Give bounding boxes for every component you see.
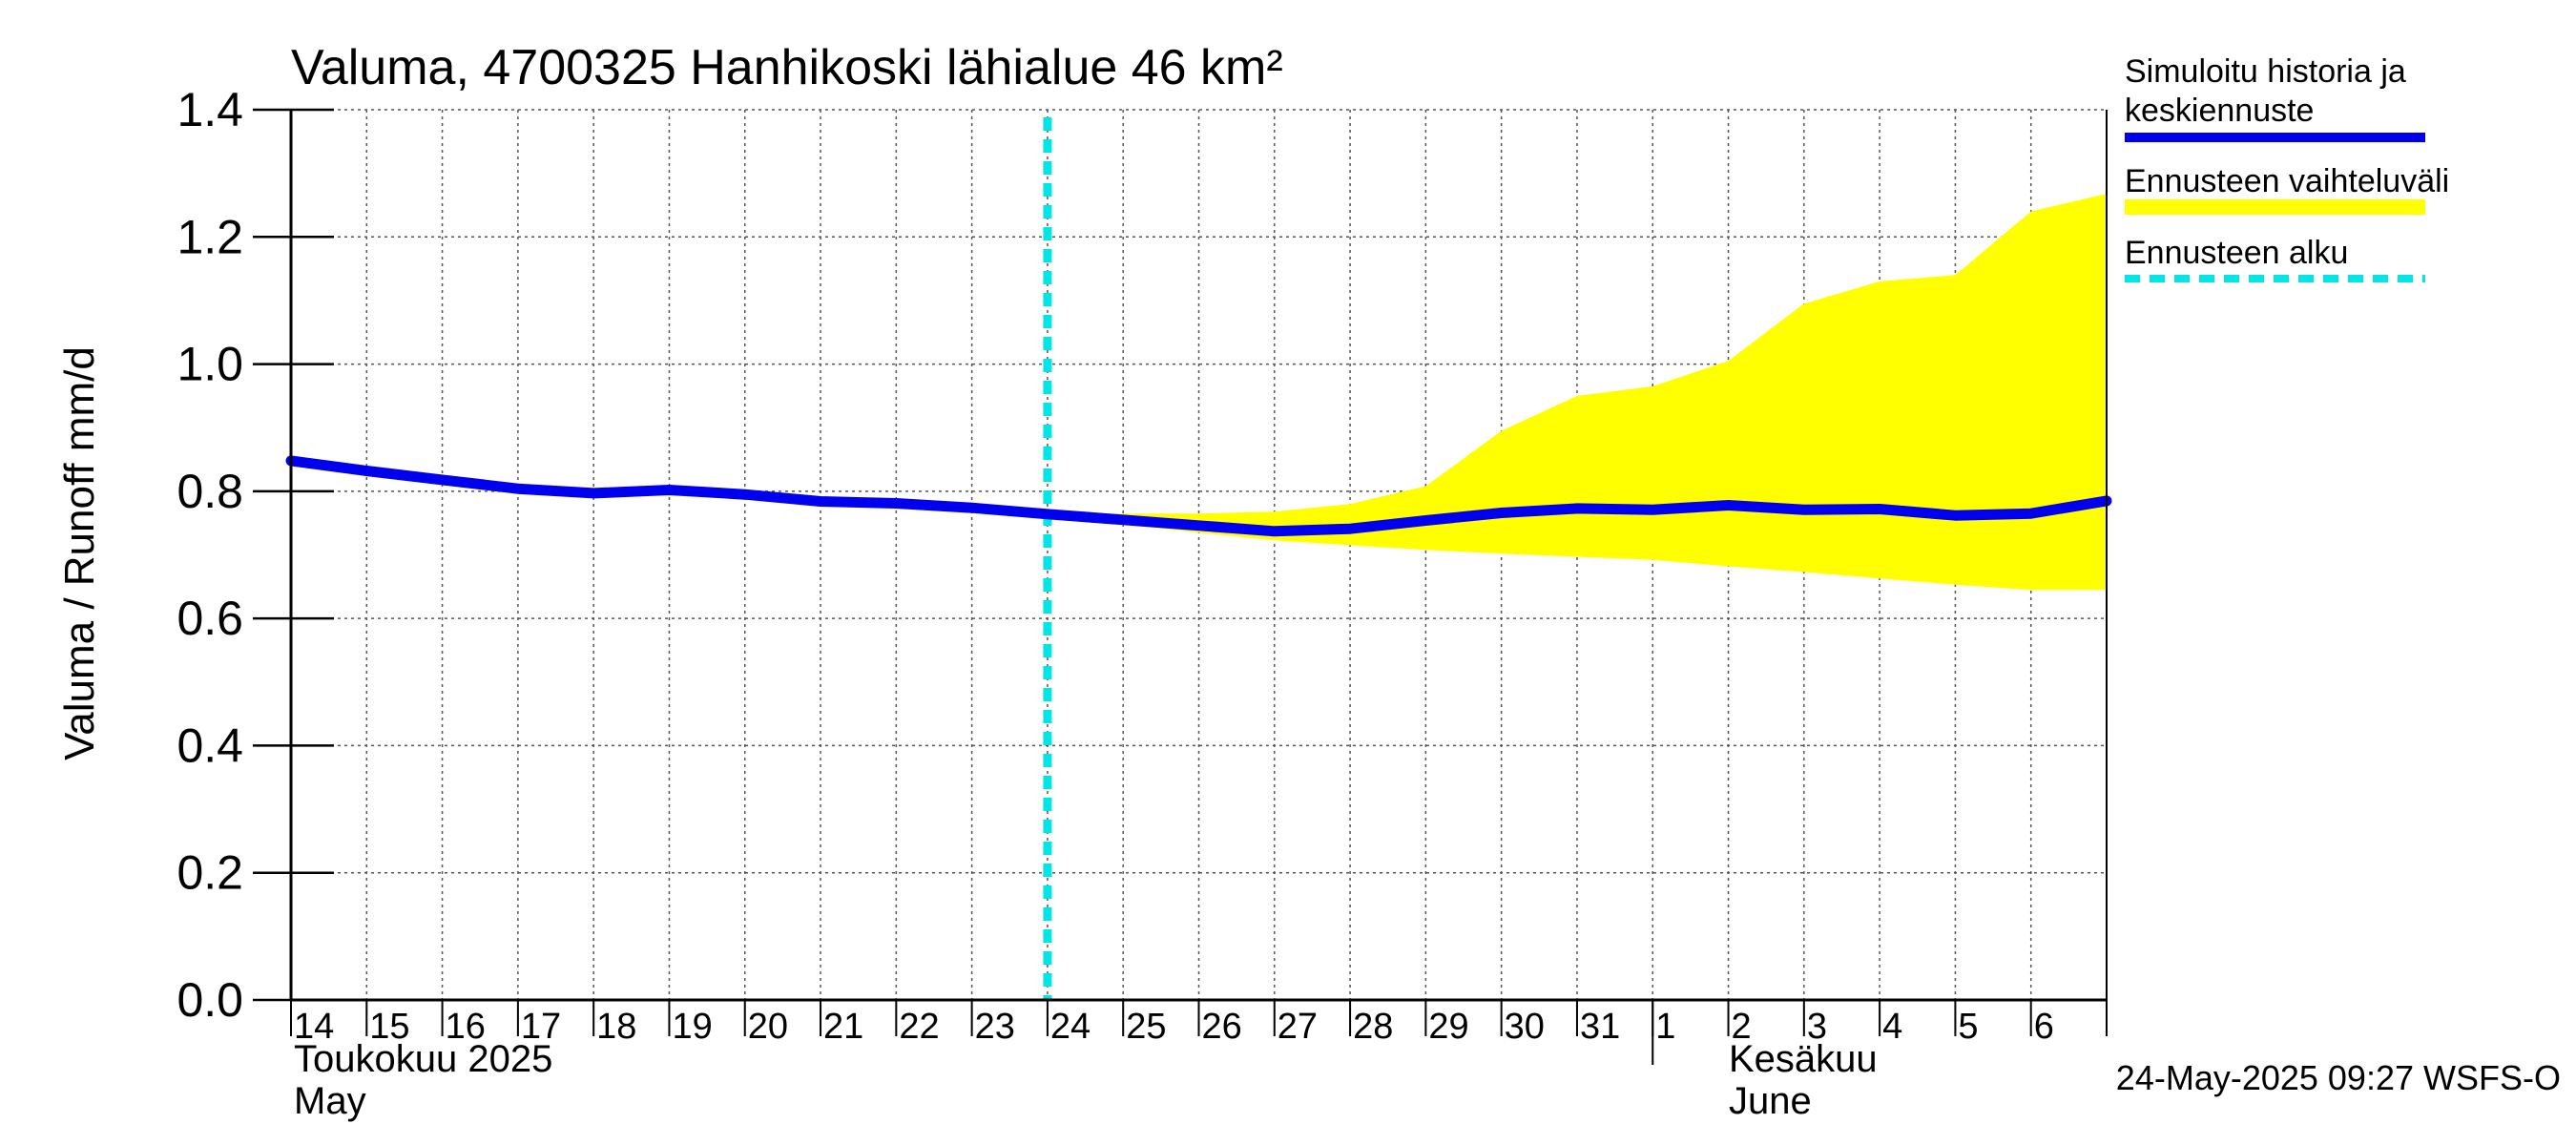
x-tick-label: 16 <box>446 1007 486 1047</box>
y-tick-labels: 0.0 0.2 0.4 0.6 0.8 1.0 1.2 1.4 <box>177 83 243 1027</box>
median-line <box>285 455 2112 537</box>
x-tick-label: 23 <box>975 1007 1015 1047</box>
grid <box>290 109 2108 1001</box>
x-tick-label: 28 <box>1353 1007 1393 1047</box>
legend-label-median: Simuloitu historia ja <box>2125 53 2406 90</box>
month-label-june-fi: Kesäkuu <box>1729 1038 1878 1080</box>
forecast-range-band <box>1047 194 2107 591</box>
x-tick-label: 6 <box>2034 1007 2054 1047</box>
y-tick-label: 0.8 <box>177 465 243 518</box>
median-series <box>285 455 2112 537</box>
axes <box>253 108 2108 1065</box>
forecast-range-area <box>1047 194 2107 591</box>
footer-timestamp: 24-May-2025 09:27 WSFS-O <box>2116 1058 2561 1097</box>
x-tick-label: 1 <box>1655 1007 1675 1047</box>
y-tick-label: 0.2 <box>177 846 243 900</box>
x-tick-label: 31 <box>1580 1007 1620 1047</box>
x-tick-label: 17 <box>521 1007 561 1047</box>
x-tick-label: 29 <box>1428 1007 1468 1047</box>
x-tick-label: 19 <box>672 1007 712 1047</box>
x-tick-labels: 14 15 16 17 18 19 20 21 22 23 24 25 26 27 28 29 30 31 1 2 3 4… <box>294 1007 2054 1047</box>
y-tick-label: 0.6 <box>177 592 243 645</box>
x-tick-label: 26 <box>1202 1007 1242 1047</box>
x-tick-label: 18 <box>596 1007 636 1047</box>
x-tick-label: 24 <box>1050 1007 1091 1047</box>
x-tick-label: 4 <box>1882 1007 1902 1047</box>
month-label-may-fi: Toukokuu 2025 <box>294 1038 552 1080</box>
month-label-june-en: June <box>1729 1080 1812 1122</box>
x-tick-label: 25 <box>1126 1007 1166 1047</box>
x-tick-label: 20 <box>748 1007 788 1047</box>
month-label-may-en: May <box>294 1080 366 1122</box>
legend-label-forecast-start: Ennusteen alku <box>2125 235 2348 271</box>
x-tick-label: 22 <box>899 1007 939 1047</box>
y-tick-label: 1.2 <box>177 210 243 263</box>
y-tick-label: 1.4 <box>177 83 243 136</box>
y-tick-label: 0.0 <box>177 973 243 1027</box>
x-tick-label: 21 <box>823 1007 863 1047</box>
x-tick-label: 14 <box>294 1007 334 1047</box>
x-tick-label: 5 <box>1958 1007 1978 1047</box>
chart-title: Valuma, 4700325 Hanhikoski lähialue 46 k… <box>291 40 1283 95</box>
legend: Simuloitu historia ja keskiennuste Ennus… <box>2125 53 2449 282</box>
x-tick-label: 3 <box>1807 1007 1827 1047</box>
month-labels: Toukokuu 2025 May Kesäkuu June <box>294 1038 1878 1122</box>
x-tick-label: 15 <box>369 1007 409 1047</box>
x-tick-label: 2 <box>1732 1007 1752 1047</box>
y-tick-label: 0.4 <box>177 718 243 772</box>
legend-label-range: Ennusteen vaihteluväli <box>2125 163 2449 199</box>
x-tick-label: 30 <box>1505 1007 1545 1047</box>
y-axis-label: Valuma / Runoff mm/d <box>56 346 103 760</box>
legend-label-median-cont: keskiennuste <box>2125 93 2314 129</box>
x-tick-label: 27 <box>1278 1007 1318 1047</box>
y-tick-label: 1.0 <box>177 338 243 391</box>
